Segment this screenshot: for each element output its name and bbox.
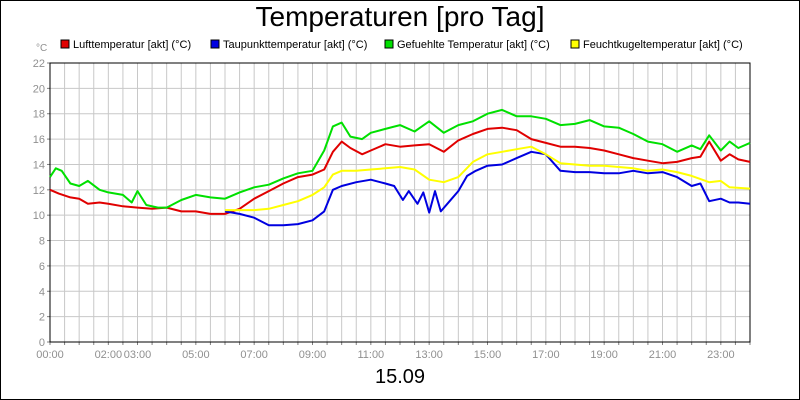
x-tick-label: 17:00 xyxy=(532,349,560,361)
y-tick-label: 22 xyxy=(33,58,45,70)
series-line xyxy=(49,108,751,209)
legend-label: Lufttemperatur [akt] (°C) xyxy=(73,39,191,51)
x-tick-label: 02:00 xyxy=(95,349,123,361)
x-tick-label: 03:00 xyxy=(124,349,152,361)
y-tick-label: 4 xyxy=(39,286,45,298)
x-tick-label: 19:00 xyxy=(590,349,618,361)
x-tick-label: 05:00 xyxy=(182,349,210,361)
y-axis-label: °C xyxy=(36,43,47,54)
y-tick-label: 10 xyxy=(33,210,45,222)
legend-swatch xyxy=(60,39,70,49)
series-line xyxy=(49,126,751,215)
legend-swatch xyxy=(210,39,220,49)
x-tick-label: 00:00 xyxy=(36,349,64,361)
x-tick-label: 07:00 xyxy=(240,349,268,361)
chart-title: Temperaturen [pro Tag] xyxy=(255,1,545,32)
series-line xyxy=(224,150,751,227)
y-tick-label: 14 xyxy=(33,159,45,171)
y-tick-label: 16 xyxy=(33,134,45,146)
y-tick-label: 0 xyxy=(39,337,45,349)
legend-swatch xyxy=(384,39,394,49)
y-tick-label: 8 xyxy=(39,236,45,248)
series-line xyxy=(225,145,751,212)
x-axis-label: 15.09 xyxy=(374,366,426,388)
legend-swatch xyxy=(570,39,580,49)
x-tick-label: 13:00 xyxy=(415,349,443,361)
x-tick-label: 09:00 xyxy=(299,349,327,361)
x-tick-label: 11:00 xyxy=(357,349,384,361)
y-tick-label: 2 xyxy=(39,312,45,324)
x-tick-label: 21:00 xyxy=(649,349,677,361)
x-tick-label: 15:00 xyxy=(474,349,502,361)
y-tick-label: 20 xyxy=(33,83,45,95)
legend-label: Feuchtkugeltemperatur [akt] (°C) xyxy=(583,39,743,51)
legend-label: Gefuehlte Temperatur [akt] (°C) xyxy=(397,39,550,51)
x-tick-label: 23:00 xyxy=(707,349,735,361)
y-tick-label: 12 xyxy=(33,185,45,197)
y-tick-label: 18 xyxy=(33,109,45,121)
plot-area xyxy=(49,62,751,343)
y-tick-label: 6 xyxy=(39,261,45,273)
legend-label: Taupunkttemperatur [akt] (°C) xyxy=(223,39,367,51)
